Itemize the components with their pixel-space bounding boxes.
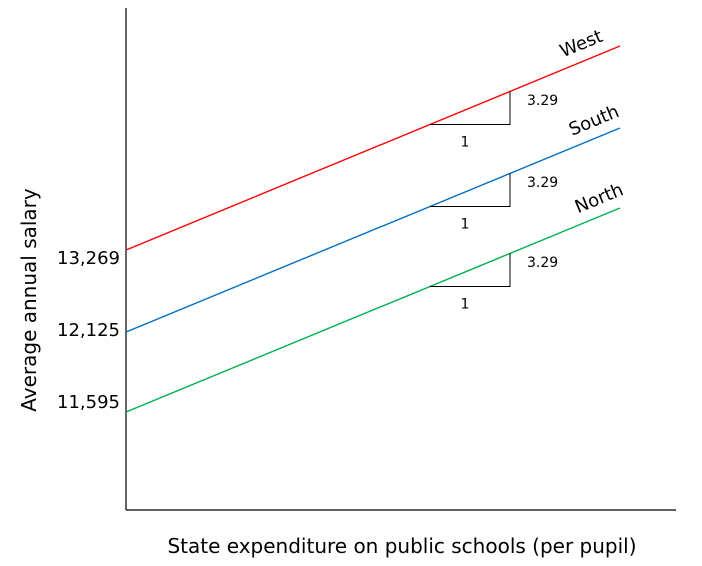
slope-triangle-north bbox=[430, 253, 511, 287]
series-line-south bbox=[125, 127, 621, 333]
y-tick-label-south: 12,125 bbox=[57, 320, 120, 341]
series-label-north: North bbox=[572, 179, 627, 218]
series-label-west: West bbox=[557, 26, 606, 62]
series-line-west bbox=[125, 45, 621, 251]
slope-rise-label-west: 3.29 bbox=[527, 93, 558, 109]
slope-rise-label-south: 3.29 bbox=[527, 175, 558, 191]
y-tick-label-west: 13,269 bbox=[57, 248, 120, 269]
slope-run-label-west: 1 bbox=[461, 134, 470, 150]
slope-triangle-west bbox=[430, 91, 511, 125]
series-layer: 1 3.29 West 1 3.29 South 1 3.29 North bbox=[125, 26, 627, 413]
series-line-north bbox=[125, 207, 621, 413]
y-tick-label-north: 11,595 bbox=[57, 392, 120, 413]
y-axis-title: Average annual salary bbox=[17, 188, 41, 412]
slope-rise-label-north: 3.29 bbox=[527, 255, 558, 271]
series-label-south: South bbox=[566, 101, 622, 140]
x-axis-title: State expenditure on public schools (per… bbox=[167, 534, 636, 558]
slope-run-label-south: 1 bbox=[461, 216, 470, 232]
slope-triangle-south bbox=[430, 173, 511, 207]
slope-run-label-north: 1 bbox=[461, 296, 470, 312]
